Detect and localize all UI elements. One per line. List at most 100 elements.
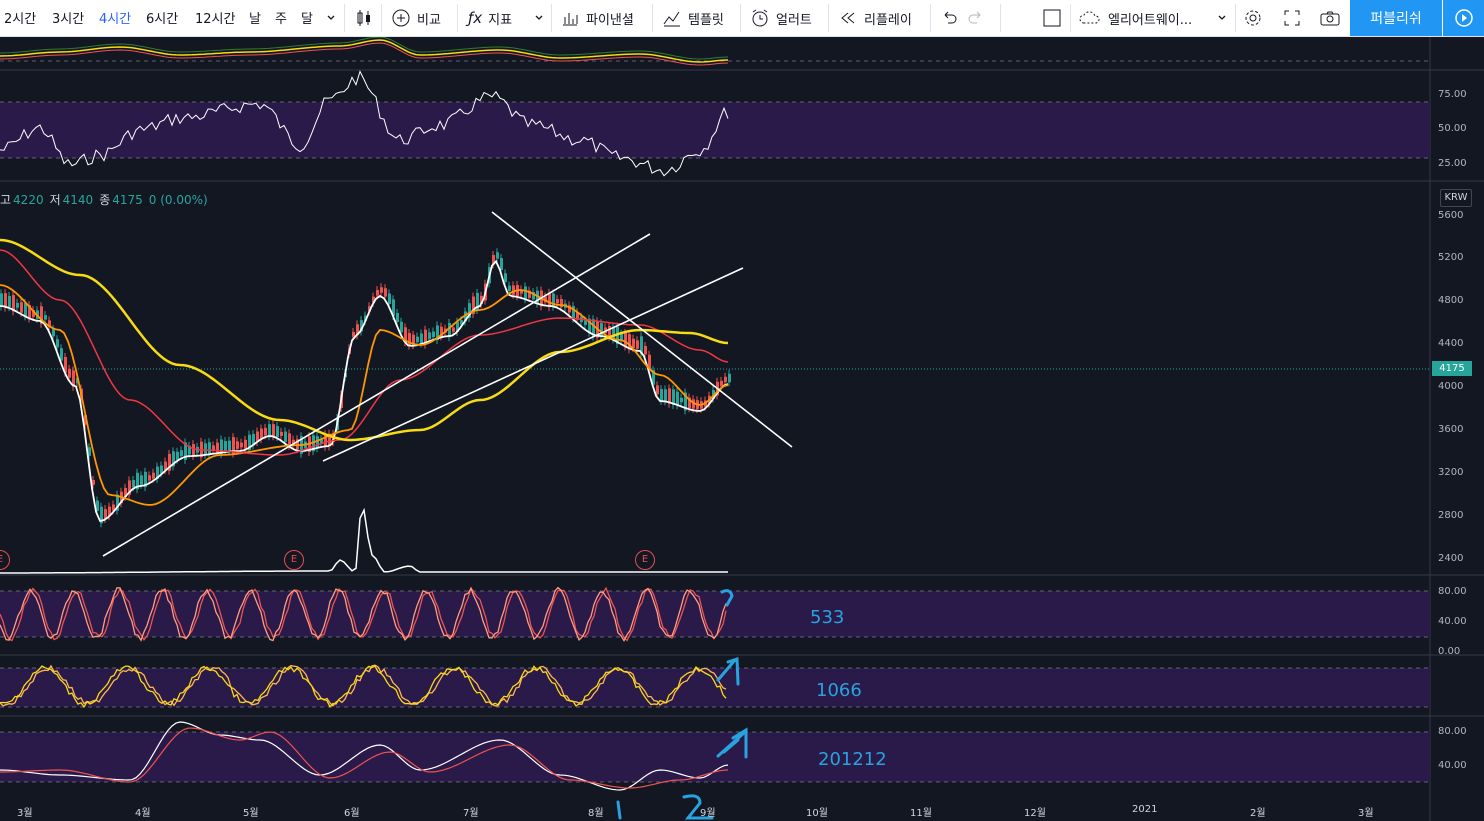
alert-button[interactable]: 얼러트 <box>750 0 812 36</box>
candle-body <box>60 348 63 361</box>
chart-canvas[interactable] <box>0 37 1484 821</box>
candle-body <box>180 450 183 457</box>
candle-body <box>88 447 91 456</box>
rsi-tick: 75.00 <box>1438 89 1467 100</box>
timeframe-month[interactable]: 달 <box>301 12 313 27</box>
expand-icon <box>1284 10 1300 26</box>
candle-body <box>160 465 163 474</box>
candle-body <box>504 273 507 283</box>
candle-body <box>628 334 631 350</box>
earnings-marker[interactable]: E <box>284 550 304 570</box>
candle-body <box>100 506 103 524</box>
candle-body <box>232 437 235 454</box>
candle-body <box>168 453 171 471</box>
compare-button[interactable]: 비교 <box>391 0 441 36</box>
layout-name: 엘리어트웨이... <box>1108 12 1193 28</box>
ohlc-legend: 고 4220 저 4140 종 4175 0 (0.00%) <box>0 191 214 208</box>
template-icon <box>663 11 680 27</box>
candle-body <box>460 320 463 325</box>
candle-body <box>48 320 51 327</box>
annotation-text: 1066 <box>816 680 862 701</box>
time-tick: 9월 <box>700 808 716 819</box>
candle-body <box>492 254 495 265</box>
candle-body <box>600 323 603 337</box>
redo-button[interactable] <box>967 0 985 36</box>
play-button[interactable] <box>1443 0 1484 36</box>
timeframe-4h[interactable]: 4시간 <box>99 12 132 27</box>
timeframe-dropdown[interactable] <box>325 0 337 36</box>
time-tick: 3월 <box>17 808 33 819</box>
candle-body <box>524 286 527 300</box>
time-tick: 3월 <box>1358 808 1374 819</box>
candle-body <box>532 292 535 300</box>
stoch-tick: 40.00 <box>1438 760 1467 771</box>
time-tick: 7월 <box>463 808 479 819</box>
candle-body <box>572 306 575 319</box>
candle-body <box>568 305 571 313</box>
hand-drawn-arrow <box>716 727 748 759</box>
undo-icon <box>944 11 957 24</box>
candle-body <box>632 338 635 349</box>
indicators-button[interactable]: ƒx 지표 <box>468 0 512 36</box>
candle-body <box>528 290 531 298</box>
candle-body <box>112 504 115 511</box>
timeframe-12h[interactable]: 12시간 <box>195 12 236 27</box>
publish-button[interactable]: 퍼블리쉬 <box>1350 0 1442 36</box>
timeframe-6h[interactable]: 6시간 <box>146 12 179 27</box>
price-tick: 4000 <box>1438 381 1464 392</box>
timeframe-2h[interactable]: 2시간 <box>4 12 37 27</box>
candle-body <box>720 380 723 386</box>
candle-body <box>648 354 651 371</box>
plus-circle-icon <box>392 9 410 27</box>
indicators-dropdown[interactable] <box>533 0 545 36</box>
time-tick: 6월 <box>344 808 360 819</box>
currency-badge[interactable]: KRW <box>1440 189 1472 207</box>
settings-button[interactable] <box>1243 0 1263 36</box>
candle-body <box>288 433 291 447</box>
timeframe-day[interactable]: 날 <box>249 12 261 27</box>
candle-body <box>688 397 691 409</box>
earnings-marker[interactable]: E <box>635 550 655 570</box>
candle-body <box>468 303 471 318</box>
layout-dropdown[interactable] <box>1216 0 1228 36</box>
cloud-icon <box>1079 11 1100 24</box>
alarm-clock-icon <box>752 9 768 27</box>
candle-body <box>8 296 11 308</box>
candle-body <box>464 311 467 322</box>
close-label: 종 <box>99 193 111 207</box>
time-tick: 2021 <box>1132 804 1158 815</box>
candle-body <box>316 436 319 449</box>
undo-button[interactable] <box>940 0 958 36</box>
top-toolbar: 2시간 3시간 4시간 6시간 12시간 날 주 달 비교 ƒx 지표 파이낸셜 … <box>0 0 1484 37</box>
candle-body <box>672 389 675 406</box>
candle-body <box>4 293 7 308</box>
price-tick: 4400 <box>1438 338 1464 349</box>
time-tick: 10월 <box>806 808 828 819</box>
candle-body <box>416 336 419 343</box>
expand-button[interactable] <box>1283 0 1301 36</box>
candle-body <box>624 333 627 347</box>
candle-body <box>436 325 439 341</box>
candle-body <box>512 285 515 295</box>
candle-body <box>448 322 451 338</box>
candle-style-button[interactable] <box>354 0 374 36</box>
snapshot-button[interactable] <box>1319 0 1341 36</box>
template-button[interactable]: 템플릿 <box>662 0 724 36</box>
replay-button[interactable]: 리플레이 <box>838 0 912 36</box>
pine-button[interactable]: 파이낸셜 <box>560 0 634 36</box>
annotation-text: 533 <box>810 607 845 628</box>
hand-drawn-arrow <box>716 656 740 686</box>
layout-selector[interactable]: 엘리어트웨이... <box>1078 0 1192 36</box>
fullscreen-toggle[interactable] <box>1042 0 1062 36</box>
candle-body <box>380 287 383 293</box>
candle-body <box>136 472 139 490</box>
rsi-tick: 25.00 <box>1438 158 1467 169</box>
candle-body <box>352 331 355 337</box>
candle-body <box>116 494 119 511</box>
timeframe-week[interactable]: 주 <box>275 12 287 27</box>
candle-body <box>508 285 511 291</box>
compare-label: 비교 <box>417 12 441 28</box>
candle-body <box>476 292 479 310</box>
candle-body <box>652 370 655 385</box>
timeframe-3h[interactable]: 3시간 <box>52 12 85 27</box>
